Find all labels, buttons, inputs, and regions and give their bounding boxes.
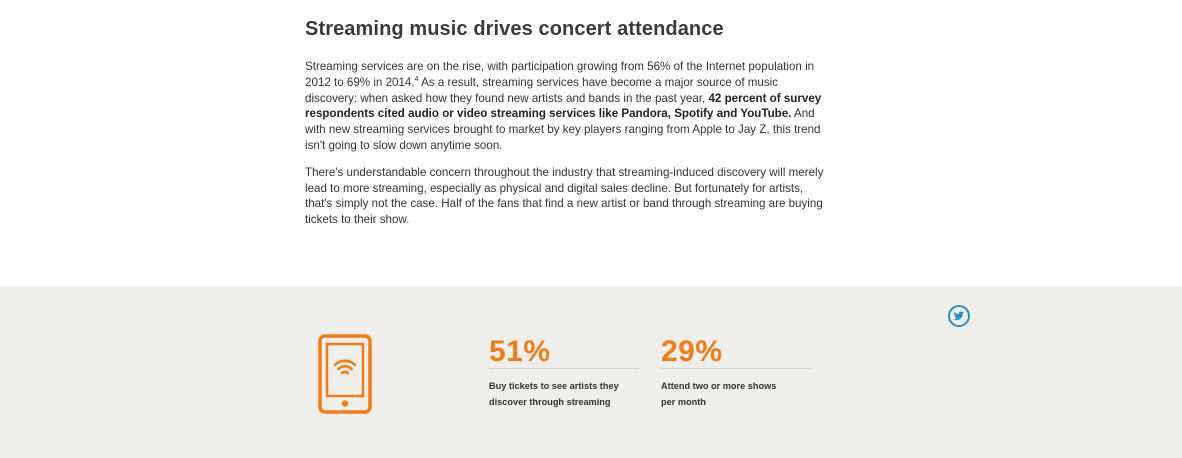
article-paragraph-1: Streaming services are on the rise, with… [305,59,825,154]
stat-value: 51% [489,335,551,368]
stat-block-buy-tickets: 51% Buy tickets to see artists they disc… [489,336,639,410]
smartphone-wifi-icon [318,334,372,414]
stat-description-line: Buy tickets to see artists they [489,381,619,391]
stat-description-line: Attend two or more shows [661,381,777,391]
stat-description-line: discover through streaming [489,396,611,407]
paragraph-text: And with new streaming services brought … [305,107,821,152]
stat-block-attend-shows: 29% Attend two or more shows per month [661,336,811,410]
stat-value: 29% [661,335,723,368]
stats-band [0,286,1182,458]
stat-divider [489,368,639,369]
paragraph-text: As a result, streaming services have bec… [305,75,779,105]
footnote-ref[interactable]: 4 [414,75,419,83]
stat-description: Buy tickets to see artists they discover… [489,379,639,410]
stat-description-line: per month [661,396,706,407]
article-paragraph-2: There's understandable concern throughou… [305,165,824,227]
twitter-icon[interactable] [947,304,971,328]
article-title: Streaming music drives concert attendanc… [305,18,724,40]
article: Streaming music drives concert attendanc… [305,18,825,239]
paragraph-text: Streaming services are on the rise, with… [305,60,815,89]
stat-divider [661,368,811,369]
paragraph-highlight: 42 percent of survey respondents cited a… [305,91,822,121]
stat-description: Attend two or more shows per month [661,379,811,410]
